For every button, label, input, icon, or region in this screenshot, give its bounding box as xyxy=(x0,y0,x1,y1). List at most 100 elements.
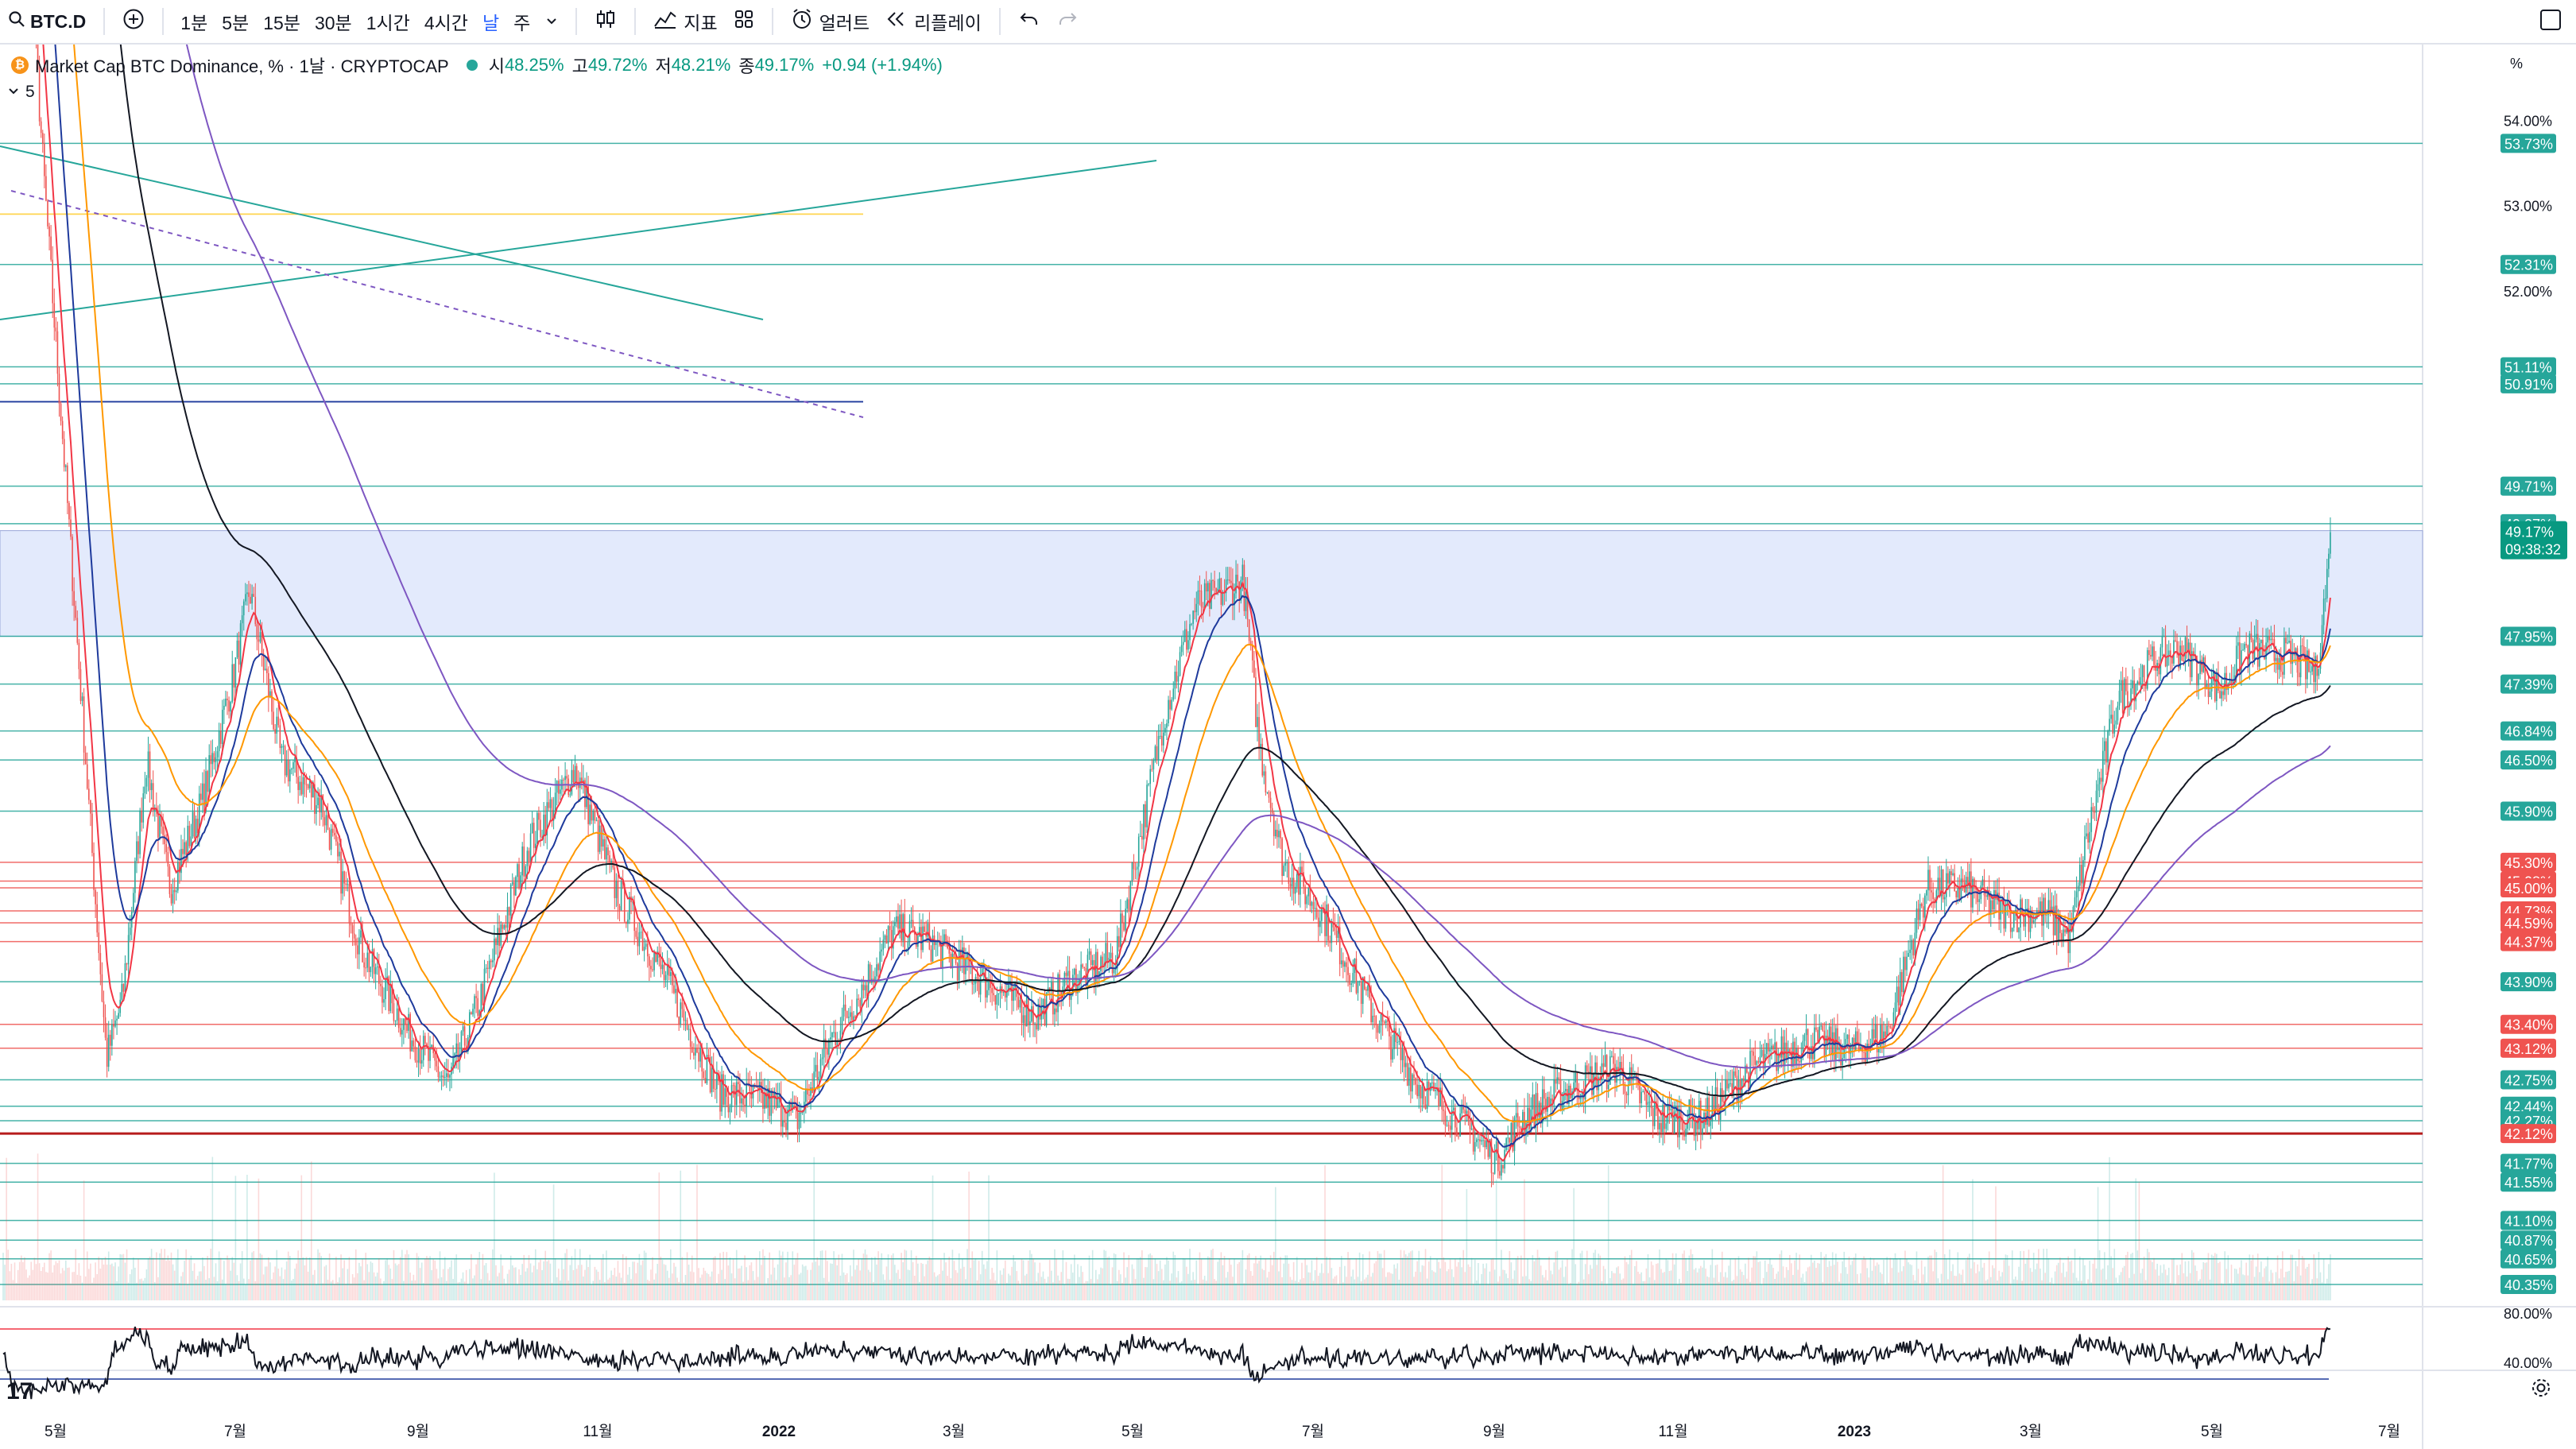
candle-body xyxy=(841,1016,843,1031)
candle-body xyxy=(2285,637,2287,644)
interval-7[interactable]: 주 xyxy=(513,13,531,33)
price-chart[interactable]: 65.00%64.00%63.00%59.00%57.00%55.00%54.0… xyxy=(0,45,2576,1449)
volume-bar xyxy=(664,1265,667,1300)
volume-bar xyxy=(2074,1249,2076,1300)
volume-bar xyxy=(1258,1261,1260,1300)
candle-body xyxy=(70,519,72,537)
volume-bar xyxy=(2000,1276,2002,1300)
candle-body xyxy=(1406,1063,1408,1086)
candle-body xyxy=(327,815,329,831)
volume-bar xyxy=(1094,1269,1097,1300)
volume-bar xyxy=(620,1277,622,1300)
volume-bar xyxy=(1791,1263,1792,1300)
volume-bar xyxy=(2143,1257,2145,1300)
candle-body xyxy=(1754,1056,1757,1065)
candle-body xyxy=(788,1101,790,1110)
fullscreen-icon[interactable] xyxy=(2540,10,2561,30)
price-level-badge xyxy=(2500,1153,2556,1173)
candle-body xyxy=(2260,639,2262,644)
interval-6[interactable]: 날 xyxy=(482,13,500,33)
candle-body xyxy=(1304,886,1306,905)
candle-body xyxy=(1774,1042,1776,1050)
redo-button[interactable] xyxy=(1048,0,1087,43)
candle-body xyxy=(1564,1089,1567,1091)
volume-bar xyxy=(1533,1261,1536,1300)
candle-body xyxy=(1609,1056,1611,1085)
volume-bar xyxy=(2029,1268,2032,1300)
candle-body xyxy=(2322,599,2325,626)
candle-body xyxy=(1570,1085,1571,1098)
volume-bar xyxy=(1413,1277,1415,1300)
volume-bar xyxy=(1036,1281,1037,1300)
volume-bar xyxy=(1737,1256,1740,1300)
compare-button[interactable] xyxy=(114,0,153,43)
indicators-collapse-toggle[interactable]: 5 xyxy=(8,83,35,102)
symbol-search[interactable]: BTC.D xyxy=(0,0,94,43)
volume-bar xyxy=(965,1279,966,1300)
undo-button[interactable] xyxy=(1010,0,1048,43)
volume-bar xyxy=(770,1274,773,1300)
candle-body xyxy=(537,812,538,844)
volume-bar xyxy=(1462,1249,1465,1300)
volume-bar xyxy=(695,1283,696,1300)
candle-body xyxy=(1222,592,1224,605)
interval-4[interactable]: 1시간 xyxy=(366,13,410,33)
interval-0[interactable]: 1분 xyxy=(180,13,208,33)
gear-icon[interactable] xyxy=(2531,1377,2551,1404)
interval-5[interactable]: 4시간 xyxy=(424,13,468,33)
volume-bar xyxy=(1191,1280,1192,1300)
candle-body xyxy=(1611,1056,1613,1057)
candle-body xyxy=(1129,881,1132,910)
interval-1[interactable]: 5분 xyxy=(222,13,250,33)
candle-body xyxy=(1056,1008,1057,1013)
candle-body xyxy=(1943,897,1946,900)
volume-bar xyxy=(1874,1265,1877,1300)
candle-body xyxy=(1332,922,1334,928)
volume-bar xyxy=(2054,1271,2056,1300)
candle-body xyxy=(93,853,95,890)
interval-3[interactable]: 30분 xyxy=(314,13,352,33)
candle-body xyxy=(2109,719,2110,732)
candle-body xyxy=(241,615,243,624)
volume-bar xyxy=(905,1250,908,1300)
candle-body xyxy=(312,784,314,798)
interval-dropdown[interactable] xyxy=(537,0,566,43)
volume-bar xyxy=(2296,1266,2299,1300)
candle-body xyxy=(371,949,374,967)
candle-body xyxy=(704,1078,707,1083)
alert-button[interactable]: 얼러트 xyxy=(783,0,877,43)
volume-bar xyxy=(693,1272,695,1300)
volume-bar xyxy=(851,1276,853,1300)
chart-type-button[interactable] xyxy=(587,0,625,43)
volume-bar xyxy=(939,1273,940,1300)
volume-bar xyxy=(1602,1265,1605,1300)
replay-button[interactable]: 리플레이 xyxy=(877,0,990,43)
candle-body xyxy=(617,881,619,906)
interval-2[interactable]: 15분 xyxy=(263,13,300,33)
volume-bar xyxy=(1903,1266,1904,1300)
volume-bar xyxy=(922,1264,924,1300)
candle-body xyxy=(2245,644,2247,645)
volume-bar xyxy=(145,1269,148,1300)
price-level-label: 43.40% xyxy=(2504,1017,2553,1033)
layouts-button[interactable] xyxy=(726,0,762,43)
candle-body xyxy=(1858,1042,1860,1050)
candle-body xyxy=(200,793,202,800)
volume-bar xyxy=(340,1254,342,1300)
volume-bar xyxy=(333,1284,335,1300)
volume-bar xyxy=(1164,1264,1166,1300)
volume-bar xyxy=(517,1284,518,1300)
candle-body xyxy=(818,1076,820,1079)
candle-body xyxy=(569,794,571,796)
candle-body xyxy=(1141,835,1143,840)
volume-bar xyxy=(627,1274,629,1300)
candle-body xyxy=(897,916,899,929)
indicators-button[interactable]: 지표 xyxy=(645,0,725,43)
volume-bar xyxy=(142,1280,145,1300)
volume-bar xyxy=(251,1252,253,1300)
candle-body xyxy=(1850,1047,1852,1054)
volume-bar xyxy=(1187,1273,1189,1300)
candle-body xyxy=(95,889,96,905)
volume-bar xyxy=(563,1269,564,1300)
volume-bar xyxy=(1131,1264,1133,1300)
